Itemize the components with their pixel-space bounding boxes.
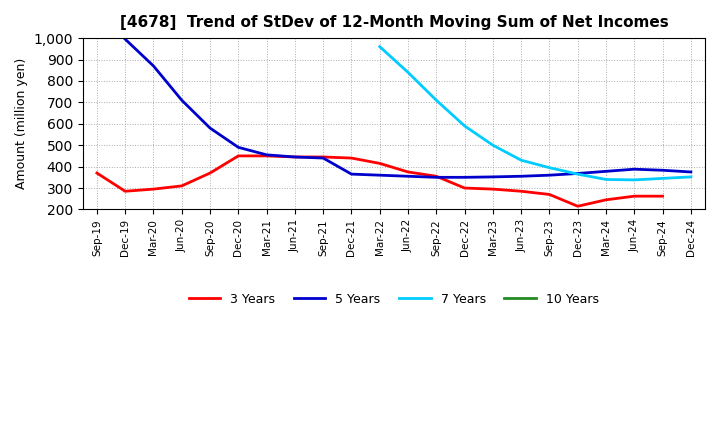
Line: 7 Years: 7 Years xyxy=(379,47,691,180)
7 Years xyxy=(545,165,554,170)
7 Years xyxy=(517,158,526,163)
Y-axis label: Amount (million yen): Amount (million yen) xyxy=(15,58,28,189)
5 Years xyxy=(630,167,639,172)
5 Years xyxy=(404,174,413,179)
5 Years xyxy=(177,98,186,103)
5 Years xyxy=(460,175,469,180)
3 Years xyxy=(630,194,639,199)
3 Years xyxy=(206,170,215,176)
3 Years xyxy=(460,185,469,191)
3 Years xyxy=(177,183,186,188)
5 Years xyxy=(517,174,526,179)
3 Years xyxy=(121,189,130,194)
3 Years xyxy=(262,153,271,158)
5 Years xyxy=(658,168,667,173)
3 Years xyxy=(149,187,158,192)
7 Years xyxy=(375,44,384,49)
5 Years xyxy=(234,145,243,150)
3 Years xyxy=(404,169,413,175)
7 Years xyxy=(658,176,667,181)
5 Years xyxy=(347,172,356,177)
7 Years xyxy=(573,172,582,177)
Legend: 3 Years, 5 Years, 7 Years, 10 Years: 3 Years, 5 Years, 7 Years, 10 Years xyxy=(184,288,603,311)
5 Years xyxy=(149,63,158,69)
7 Years xyxy=(687,174,696,180)
5 Years xyxy=(319,155,328,161)
5 Years xyxy=(432,175,441,180)
5 Years xyxy=(121,37,130,42)
7 Years xyxy=(489,143,498,148)
3 Years xyxy=(234,153,243,158)
5 Years xyxy=(206,125,215,131)
3 Years xyxy=(489,187,498,192)
5 Years xyxy=(545,172,554,178)
3 Years xyxy=(517,189,526,194)
5 Years xyxy=(602,169,611,174)
3 Years xyxy=(93,170,102,176)
Line: 3 Years: 3 Years xyxy=(97,156,662,206)
3 Years xyxy=(375,161,384,166)
5 Years xyxy=(375,172,384,178)
3 Years xyxy=(319,154,328,160)
7 Years xyxy=(602,177,611,182)
5 Years xyxy=(489,174,498,180)
3 Years xyxy=(291,154,300,160)
Title: [4678]  Trend of StDev of 12-Month Moving Sum of Net Incomes: [4678] Trend of StDev of 12-Month Moving… xyxy=(120,15,668,30)
7 Years xyxy=(404,70,413,75)
5 Years xyxy=(573,171,582,176)
3 Years xyxy=(347,155,356,161)
5 Years xyxy=(687,169,696,175)
Line: 5 Years: 5 Years xyxy=(125,39,691,177)
3 Years xyxy=(658,194,667,199)
5 Years xyxy=(291,154,300,160)
7 Years xyxy=(432,98,441,103)
7 Years xyxy=(460,123,469,128)
3 Years xyxy=(573,204,582,209)
5 Years xyxy=(262,152,271,158)
3 Years xyxy=(545,192,554,197)
3 Years xyxy=(432,174,441,179)
7 Years xyxy=(630,177,639,183)
3 Years xyxy=(602,197,611,202)
